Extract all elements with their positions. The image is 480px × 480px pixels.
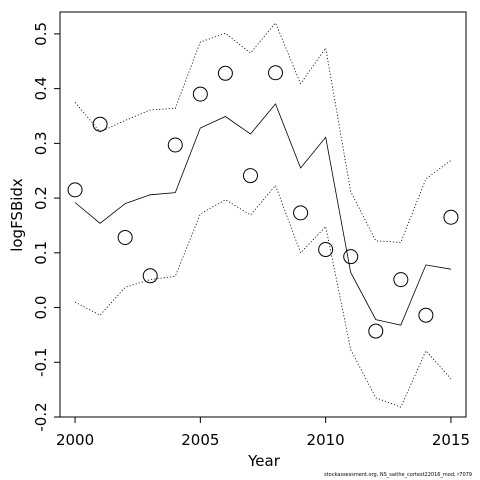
y-tick-label: -0.2 [32, 402, 50, 431]
y-tick-label: -0.1 [32, 348, 50, 377]
data-point [343, 249, 359, 265]
x-tick-label: 2005 [181, 431, 219, 449]
data-point [318, 242, 334, 258]
x-tick-label: 2000 [56, 431, 94, 449]
data-point [167, 137, 183, 153]
x-axis: 2000 2005 2010 2015 [56, 417, 470, 449]
data-point [268, 65, 284, 81]
data-point [242, 168, 258, 184]
lower-bound-line [74, 184, 452, 408]
y-axis: -0.2 -0.1 0.0 0.1 0.2 0.3 0.4 0.5 [32, 22, 60, 432]
x-axis-title: Year [247, 452, 281, 470]
data-point [418, 307, 434, 323]
data-point [192, 86, 208, 102]
data-point [117, 229, 133, 245]
data-point [393, 272, 409, 288]
y-tick-label: 0.3 [32, 131, 50, 155]
y-tick-label: 0.4 [32, 77, 50, 101]
y-axis-title: logFSBidx [8, 178, 26, 252]
y-tick-label: 0.5 [32, 22, 50, 46]
x-tick-label: 2015 [432, 431, 470, 449]
upper-bound-line [74, 22, 452, 243]
data-point [217, 65, 233, 81]
data-point [67, 182, 83, 198]
x-tick-label: 2010 [307, 431, 345, 449]
data-point [142, 268, 158, 284]
y-tick-label: 0.1 [32, 241, 50, 265]
data-point [92, 116, 108, 132]
series-layer [67, 22, 459, 408]
y-tick-label: 0.0 [32, 296, 50, 320]
data-point [293, 205, 309, 221]
estimate-line [74, 103, 452, 326]
footer-credit: stockassessment.org, NS_saithe_cortest22… [324, 472, 472, 478]
data-point [368, 323, 384, 339]
y-tick-label: 0.2 [32, 186, 50, 210]
data-point [443, 209, 459, 225]
plot-frame [59, 11, 467, 418]
